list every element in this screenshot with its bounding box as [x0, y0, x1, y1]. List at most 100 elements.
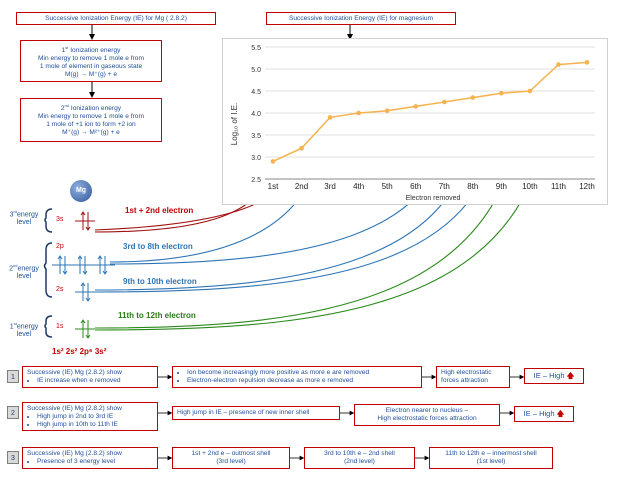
- chart-y-tick-label: 3.5: [251, 133, 261, 140]
- chart-x-tick-label: 5th: [382, 182, 393, 191]
- row2-box3: Electron nearer to nucleus – High electr…: [354, 404, 500, 426]
- row3-box2-line2: (3rd level): [216, 458, 246, 465]
- orbital-2p: [52, 255, 115, 275]
- chart-x-tick-label: 7th: [439, 182, 450, 191]
- ie1-line2: 1 mole of element in gaseous state: [39, 63, 143, 71]
- chart-points: [270, 60, 590, 164]
- row2-box4: IE – High 🡅: [514, 406, 574, 422]
- row1-box3-line2: forces attraction: [441, 377, 488, 384]
- row3-box4-line2: (1st level): [476, 458, 506, 465]
- mg-nucleus: Mg: [70, 180, 92, 202]
- chart-point: [527, 88, 533, 94]
- ie1-heading: 1st Ionization energy: [61, 45, 121, 55]
- chart-series-line: [272, 61, 588, 163]
- chart-point: [470, 95, 476, 100]
- level1-label: 1stenergy level: [9, 321, 39, 339]
- chart-x-tick-label: 4th: [353, 182, 364, 191]
- bracket-level2: [43, 242, 53, 298]
- row2-number: 2: [7, 406, 19, 419]
- electron-configuration: 1s² 2s² 2p⁶ 3s²: [52, 347, 107, 356]
- chart-point: [556, 62, 561, 67]
- chart-y-tick-label: 2.5: [251, 177, 261, 184]
- row3-box1: Successive (IE) Mg (2.8.2) show Presence…: [22, 447, 158, 469]
- row3-box4: 11th to 12th e – innermost shell (1st le…: [429, 447, 553, 469]
- chart-y-tick-label: 4.5: [251, 89, 261, 96]
- row2-box1-item1: High jump in 2nd to 3rd IE: [37, 413, 153, 421]
- ie2-line2: 1 mole of +1 ion to form +2 ion: [46, 121, 136, 129]
- row1-box2: Ion become increasingly more positive as…: [172, 366, 422, 388]
- row2-box1-title: Successive (IE) Mg (2.8.2) show: [27, 405, 122, 412]
- row1-box3-line1: High electrostatic: [441, 369, 492, 376]
- chart-x-ticks: 1st 2nd 3rd 4th 5th 6th 7th 8th 9th 10th 11th 12th: [268, 182, 595, 191]
- row3-box3-line2: (2nd level): [344, 458, 375, 465]
- mg-symbol: Mg: [75, 187, 87, 194]
- left-title: Successive Ionization Energy (IE) for Mg…: [45, 15, 187, 22]
- chart-y-tick-label: 5.5: [251, 45, 261, 52]
- row3-number: 3: [7, 451, 19, 464]
- ie2-definition-box: 2nd Ionization energy Min energy to remo…: [20, 98, 162, 142]
- row1-box2-item1: Ion become increasingly more positive as…: [187, 369, 417, 377]
- row2-box3-line2: High electrostatic forces attraction: [377, 415, 477, 422]
- row1-box4: IE – High 🡅: [524, 368, 584, 384]
- row3-box2-line1: 1st + 2nd e – outmost shell: [191, 450, 271, 457]
- chart-ylabel: Log₁₀ of I.E.: [230, 103, 239, 146]
- right-title: Successive Ionization Energy (IE) for ma…: [288, 15, 434, 22]
- chart-x-tick-label: 1st: [268, 182, 279, 191]
- ie2-line1: Min energy to remove 1 mole e from: [38, 113, 144, 121]
- chart-point: [584, 60, 590, 65]
- row3-box1-title: Successive (IE) Mg (2.8.2) show: [27, 450, 122, 457]
- chart-point: [413, 104, 419, 109]
- chart-y-tick-label: 4.0: [251, 111, 261, 118]
- chart-point: [356, 110, 361, 116]
- row1-box1-item: IE increase when e removed: [37, 377, 153, 385]
- left-title-box: Successive Ionization Energy (IE) for Mg…: [16, 12, 216, 25]
- label-3rd-8th-electron: 3rd to 8th electron: [123, 242, 193, 251]
- up-arrow-icon: 🡅: [566, 371, 575, 380]
- row1-box1-title: Successive (IE) Mg (2.8.2) show: [27, 369, 122, 376]
- row2-box2: High jump in IE – presence of new inner …: [172, 406, 340, 420]
- level3-label: 3rdenergy level: [9, 209, 39, 227]
- chart-x-tick-label: 12th: [579, 182, 595, 191]
- chart-x-tick-label: 3rd: [324, 182, 336, 191]
- label-11th-12th-electron: 11th to 12th electron: [118, 311, 196, 320]
- bracket-level1: [44, 315, 53, 338]
- ie1-equation: M(g) → M⁺(g) + e: [64, 71, 118, 79]
- chart-x-tick-label: 8th: [467, 182, 478, 191]
- bracket-level3: [44, 208, 53, 233]
- ie2-heading: 2nd Ionization energy: [60, 103, 122, 113]
- row1-box3: High electrostatic forces attraction: [436, 366, 510, 388]
- row3-box4-line1: 11th to 12th e – innermost shell: [445, 450, 537, 457]
- orbital-2s: [75, 282, 95, 302]
- row2-box2-text: High jump in IE – presence of new inner …: [177, 409, 310, 416]
- level2-label: 2ndenergy level: [9, 263, 39, 281]
- chart-y-tick-label: 3.0: [251, 155, 261, 162]
- chart-x-tick-label: 2nd: [295, 182, 308, 191]
- up-arrow-icon: 🡅: [556, 409, 565, 418]
- subshell-2p: 2p: [56, 243, 64, 250]
- row1-box4-text: IE – High: [533, 371, 565, 380]
- chart-point: [441, 99, 447, 105]
- chart-x-tick-label: 9th: [496, 182, 507, 191]
- subshell-2s: 2s: [56, 286, 64, 293]
- chart-y-tick-label: 5.0: [251, 67, 261, 74]
- subshell-1s: 1s: [56, 323, 64, 330]
- row3-box3-line1: 3rd to 10th e – 2nd shell: [324, 450, 395, 457]
- row1-number: 1: [7, 370, 19, 383]
- chart-xlabel: Electron removed: [406, 195, 461, 202]
- row2-box4-text: IE – High: [523, 409, 555, 418]
- row2-box1-item2: High jump in 10th to 11th IE: [37, 421, 153, 429]
- label-1st-2nd-electron: 1st + 2nd electron: [125, 206, 194, 215]
- ie1-line1: Min energy to remove 1 mole e from: [38, 55, 144, 63]
- orbital-1s: [75, 319, 95, 339]
- row3-box3: 3rd to 10th e – 2nd shell (2nd level): [304, 447, 415, 469]
- row3-box2: 1st + 2nd e – outmost shell (3rd level): [172, 447, 290, 469]
- ie-chart: 2.5 3.0 3.5 4.0 4.5 5.0 5.5 1st 2nd 3rd 4th 5th 6th…: [222, 38, 608, 205]
- ie2-equation: M⁺(g) → M²⁺(g) + e: [62, 129, 120, 137]
- row2-box1: Successive (IE) Mg (2.8.2) show High jum…: [22, 402, 158, 431]
- right-title-box: Successive Ionization Energy (IE) for ma…: [266, 12, 456, 25]
- chart-point: [270, 159, 276, 164]
- row1-box2-item2: Electron-electron repulsion decrease as …: [187, 377, 417, 385]
- chart-x-tick-label: 11th: [551, 182, 566, 191]
- chart-x-tick-label: 10th: [522, 182, 538, 191]
- orbital-3s: [75, 211, 95, 231]
